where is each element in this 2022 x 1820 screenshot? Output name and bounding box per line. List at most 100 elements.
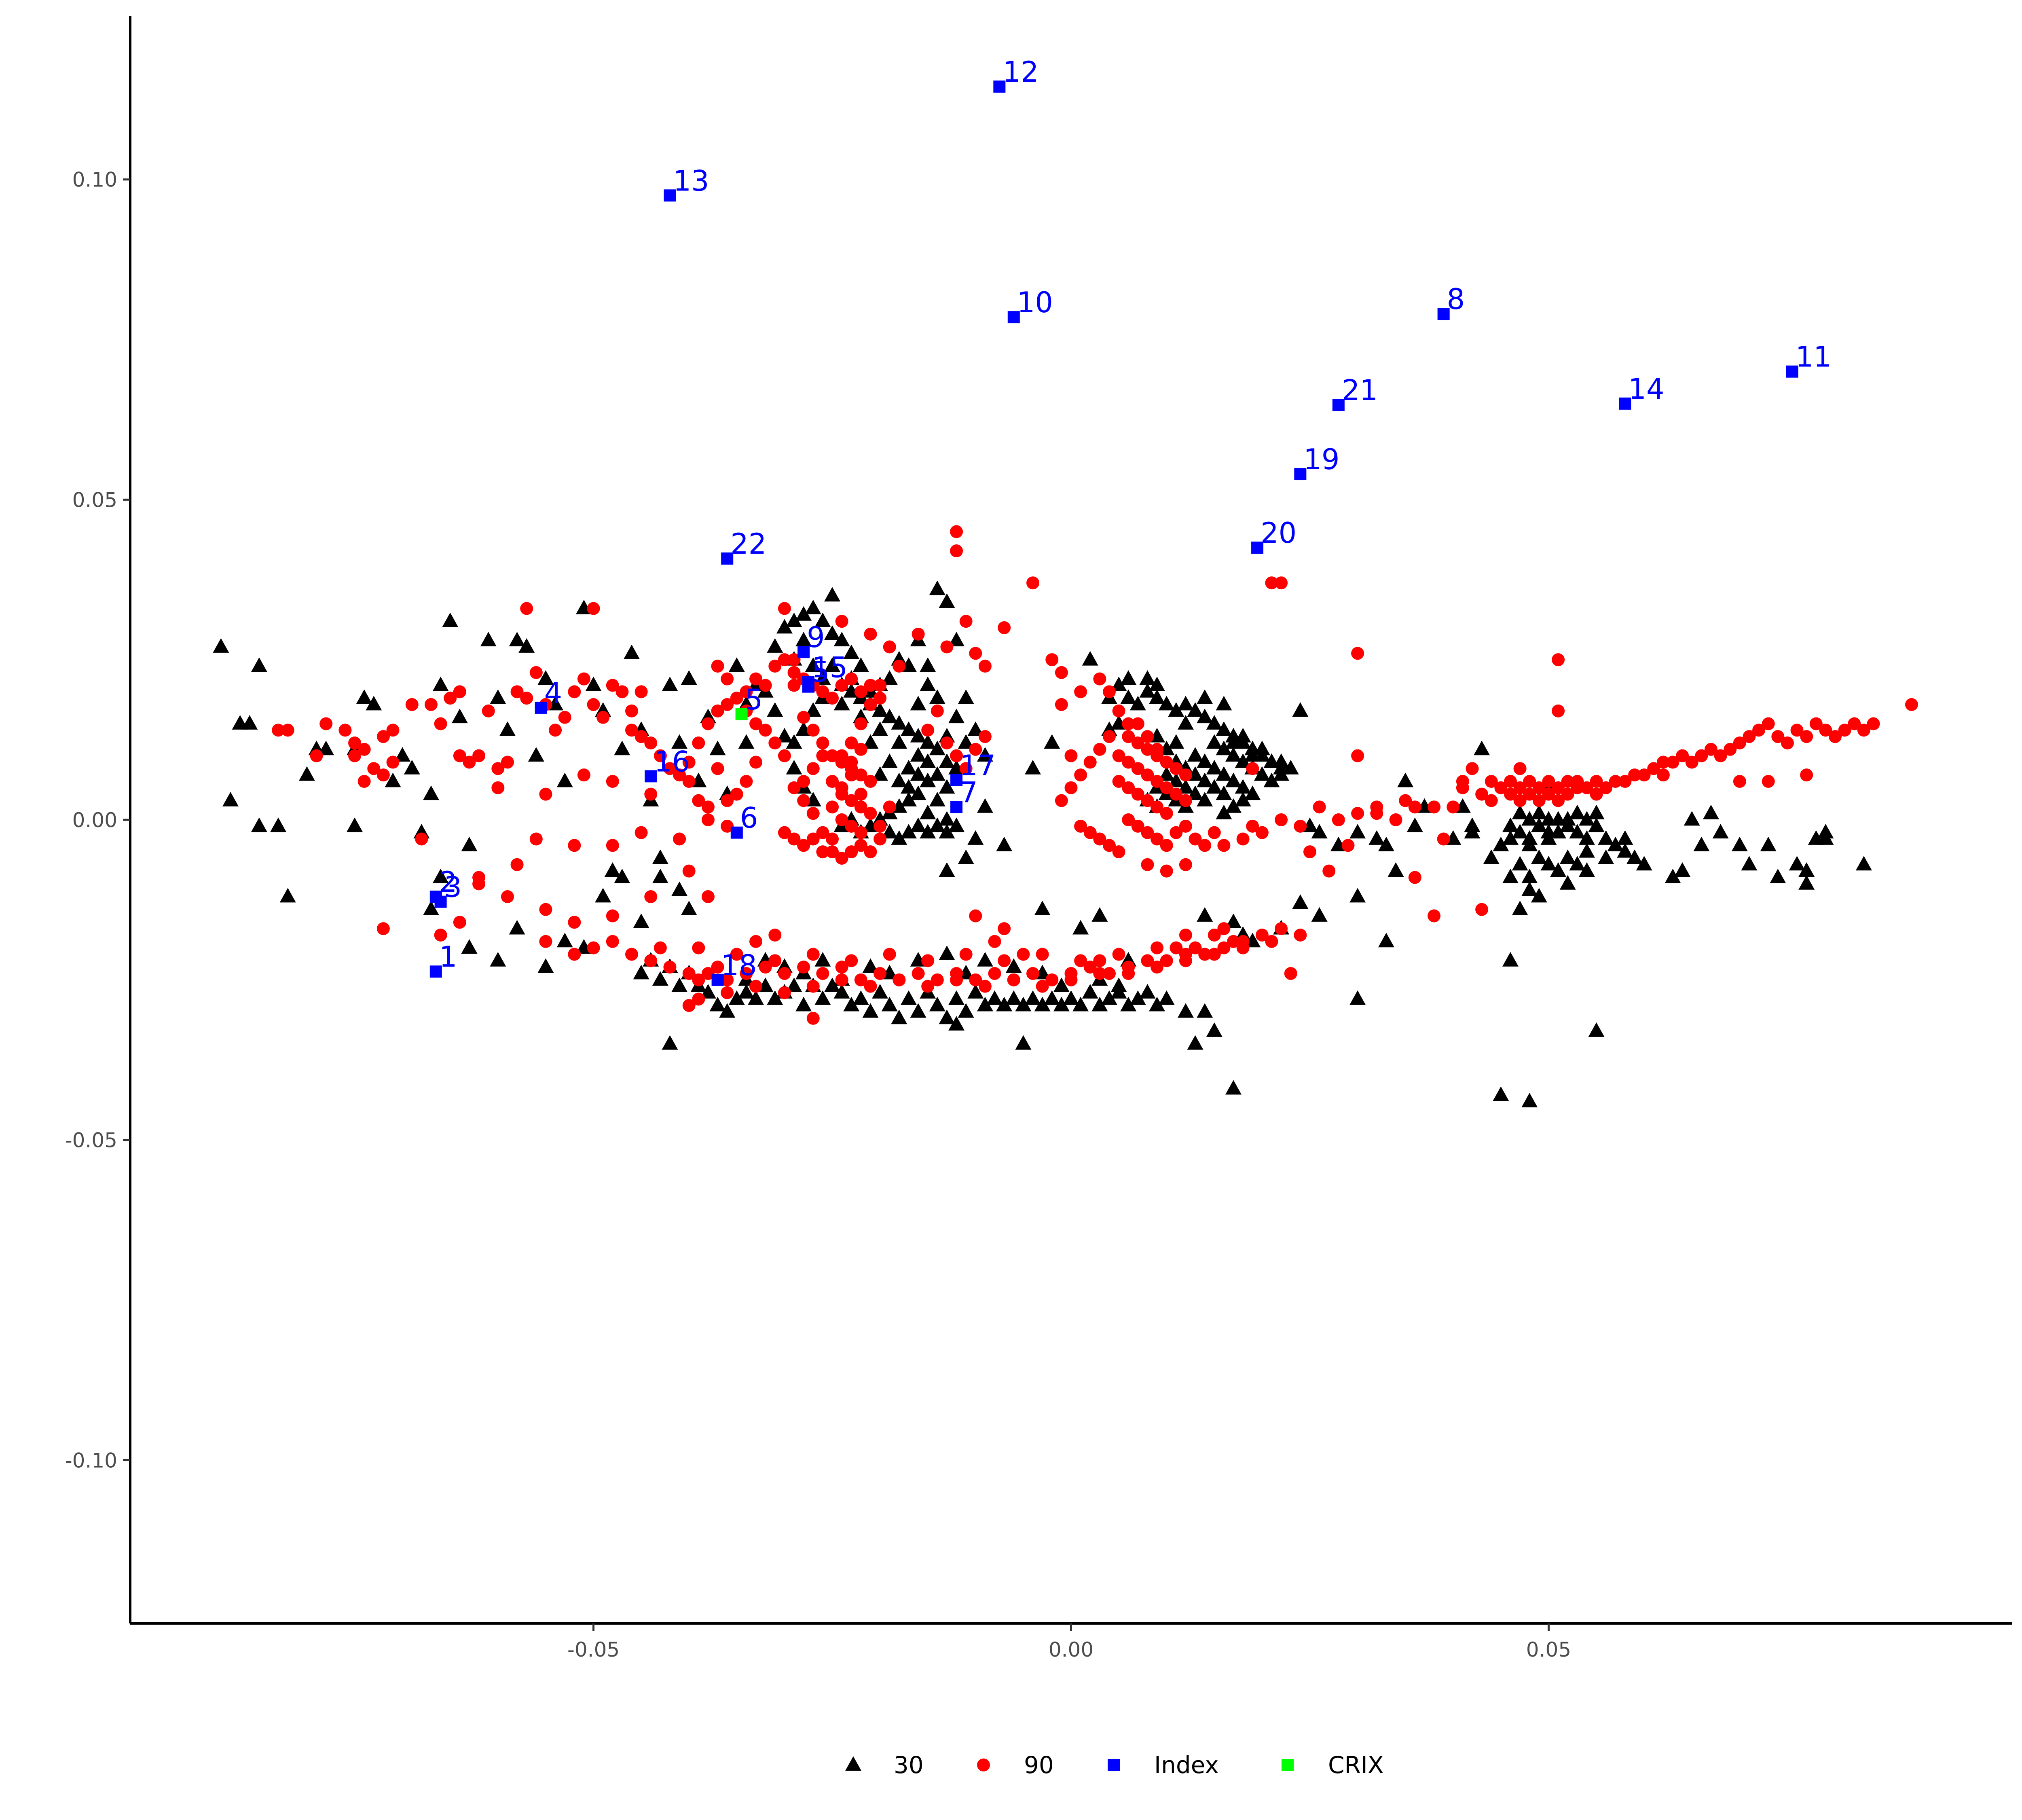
series-90-point bbox=[635, 826, 648, 839]
legend-key-30 bbox=[845, 1756, 861, 1771]
series-30-point bbox=[662, 676, 678, 691]
series-30-point bbox=[1512, 856, 1528, 871]
series-90-point bbox=[940, 640, 954, 654]
series-90-point bbox=[357, 775, 371, 788]
series-90-point bbox=[463, 756, 476, 769]
series-30-point bbox=[556, 933, 573, 948]
series-90-point bbox=[816, 736, 829, 750]
series-index-point bbox=[664, 189, 676, 202]
series-90-point bbox=[425, 698, 438, 711]
series-90-point bbox=[453, 749, 466, 762]
series-90-point bbox=[1055, 698, 1068, 711]
series-90-point bbox=[721, 986, 734, 999]
series-90-point bbox=[1151, 941, 1164, 954]
series-30-point bbox=[1168, 702, 1184, 717]
series-30-point bbox=[480, 632, 497, 647]
series-90-point bbox=[568, 839, 581, 852]
series-90-point bbox=[1552, 781, 1565, 794]
series-90-point bbox=[806, 724, 820, 737]
series-30-layer bbox=[213, 580, 1872, 1108]
series-90-point bbox=[644, 787, 658, 801]
series-crix-point bbox=[735, 708, 748, 720]
series-90-point bbox=[874, 692, 887, 705]
series-30-point bbox=[862, 734, 879, 749]
series-90-point bbox=[692, 941, 705, 954]
series-30-point bbox=[681, 670, 697, 685]
series-30-point bbox=[1760, 836, 1777, 851]
series-index-point-label: 22 bbox=[730, 527, 766, 561]
series-30-point bbox=[1129, 696, 1146, 711]
series-90-point bbox=[740, 967, 753, 980]
series-30-point bbox=[1168, 772, 1184, 787]
series-90-point bbox=[348, 749, 362, 762]
series-30-point bbox=[1034, 901, 1051, 916]
series-30-point bbox=[1588, 817, 1605, 832]
series-30-point bbox=[1091, 997, 1108, 1012]
series-90-point bbox=[1074, 954, 1087, 967]
series-30-point bbox=[786, 978, 802, 993]
series-30-point bbox=[910, 817, 926, 832]
series-30-point bbox=[509, 920, 525, 935]
series-30-point bbox=[1120, 997, 1137, 1012]
series-30-point bbox=[748, 990, 764, 1005]
series-90-point bbox=[854, 800, 867, 814]
series-30-point bbox=[910, 696, 926, 711]
legend-label: Index bbox=[1154, 1751, 1219, 1779]
series-90-point bbox=[1590, 787, 1603, 801]
series-90-point bbox=[1217, 839, 1231, 852]
series-30-point bbox=[1578, 843, 1595, 858]
series-90-point bbox=[1523, 775, 1536, 788]
series-90-point bbox=[1704, 743, 1717, 756]
series-90-point bbox=[787, 781, 801, 794]
series-30-point bbox=[1731, 836, 1748, 851]
series-30-point bbox=[948, 709, 965, 724]
series-index-point bbox=[429, 965, 442, 978]
series-30-point bbox=[1216, 696, 1232, 711]
series-index-point bbox=[1619, 397, 1631, 410]
legend-key-index bbox=[1108, 1759, 1120, 1771]
series-30-point bbox=[900, 721, 917, 736]
series-90-point bbox=[1599, 781, 1613, 794]
series-30-point bbox=[1254, 766, 1270, 781]
series-30-point bbox=[776, 728, 793, 743]
series-30-point bbox=[700, 984, 716, 999]
series-90-point bbox=[1838, 724, 1851, 737]
series-90-point bbox=[1428, 800, 1441, 814]
series-90-point bbox=[606, 775, 619, 788]
series-90-point bbox=[950, 749, 963, 762]
series-30-point bbox=[490, 952, 506, 967]
series-90-point bbox=[635, 730, 648, 743]
series-30-point bbox=[1216, 766, 1232, 781]
series-30-point bbox=[824, 978, 841, 993]
series-30-point bbox=[595, 888, 611, 903]
series-30-point bbox=[939, 824, 955, 839]
series-index-point-label: 16 bbox=[654, 745, 690, 778]
series-30-point bbox=[929, 580, 945, 595]
series-30-point bbox=[1015, 997, 1032, 1012]
series-90-point bbox=[1083, 756, 1097, 769]
series-90-point bbox=[1466, 762, 1479, 775]
series-30-point bbox=[939, 945, 955, 960]
series-30-point bbox=[881, 670, 898, 685]
series-90-point bbox=[1102, 839, 1116, 852]
y-tick-label: 0.05 bbox=[72, 488, 117, 512]
series-30-point bbox=[1216, 741, 1232, 756]
series-30-point bbox=[251, 817, 267, 832]
series-index-point-label: 1 bbox=[439, 940, 457, 973]
series-90-point bbox=[759, 724, 772, 737]
series-crix-point-label: 5 bbox=[745, 683, 763, 716]
series-30-point bbox=[633, 913, 649, 928]
series-90-point bbox=[1083, 961, 1097, 974]
legend-item-30: 30 bbox=[845, 1751, 924, 1779]
series-30-point bbox=[556, 772, 573, 787]
series-90-point bbox=[1026, 967, 1040, 980]
series-30-point bbox=[279, 888, 296, 903]
series-30-point bbox=[213, 638, 229, 653]
series-30-point bbox=[298, 766, 315, 781]
series-30-point bbox=[767, 990, 783, 1005]
series-30-point bbox=[1540, 856, 1557, 871]
series-90-point bbox=[1542, 787, 1555, 801]
series-90-point bbox=[1628, 768, 1641, 782]
series-90-point bbox=[931, 973, 944, 986]
series-30-point bbox=[986, 990, 1003, 1005]
